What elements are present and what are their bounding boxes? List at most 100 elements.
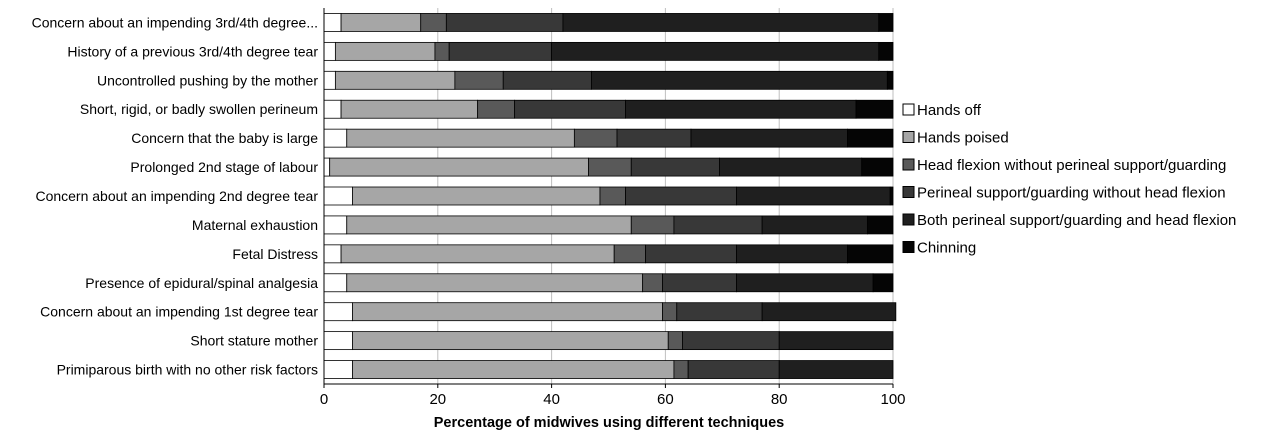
legend-label-both-perineal-support-guarding-and-head-flexion: Both perineal support/guarding and head …: [917, 212, 1236, 229]
legend-swatch-chinning: [902, 241, 915, 253]
bar-chinning-row-1: [878, 13, 894, 32]
category-label: Fetal Distress: [232, 246, 318, 262]
bar-chinning-row-7: [889, 186, 894, 206]
bar-both-perineal-support-guarding-and-head-flexion-row-5: [690, 128, 848, 148]
bar-head-flexion-without-perineal-support-guarding-row-8: [630, 215, 675, 235]
x-axis: 0 20 40 60 80 100: [320, 8, 906, 408]
bar-hands-poised-row-10: [346, 273, 644, 293]
bar-perineal-support-guarding-without-head-flexion-row-5: [616, 128, 692, 148]
bar-chinning-row-6: [861, 157, 894, 177]
category-label: Maternal exhaustion: [192, 217, 318, 233]
bar-hands-off-row-3: [323, 70, 336, 90]
legend-label-hands-poised: Hands poised: [917, 130, 1009, 147]
bar-hands-off-row-2: [323, 41, 336, 61]
bar-chinning-row-5: [847, 128, 894, 148]
bar-hands-poised-row-7: [352, 186, 601, 206]
legend-swatch-hands-poised: [902, 131, 915, 143]
bar-both-perineal-support-guarding-and-head-flexion-row-4: [625, 99, 857, 119]
legend-swatch-head-flexion-without-perineal-support-guarding: [902, 158, 915, 171]
bar-both-perineal-support-guarding-and-head-flexion-row-2: [551, 41, 880, 61]
bar-both-perineal-support-guarding-and-head-flexion-row-8: [761, 215, 868, 235]
legend: Hands off Hands poised Head flexion withou…: [902, 102, 1236, 257]
bar-perineal-support-guarding-without-head-flexion-row-3: [502, 70, 592, 90]
bar-hands-off-row-9: [323, 244, 342, 264]
bar-chinning-row-9: [847, 244, 894, 264]
bar-head-flexion-without-perineal-support-guarding-row-11: [662, 302, 678, 322]
category-label: History of a previous 3rd/4th degree tea…: [67, 43, 318, 59]
legend-label-head-flexion-without-perineal-support-guarding: Head flexion without perineal support/gu…: [917, 157, 1226, 174]
bar-both-perineal-support-guarding-and-head-flexion-row-10: [736, 273, 874, 293]
bar-perineal-support-guarding-without-head-flexion-row-6: [630, 157, 720, 177]
bar-head-flexion-without-perineal-support-guarding-row-2: [434, 41, 450, 61]
bar-perineal-support-guarding-without-head-flexion-row-2: [448, 41, 552, 61]
bar-both-perineal-support-guarding-and-head-flexion-row-1: [562, 13, 880, 32]
bar-hands-off-row-11: [323, 302, 353, 322]
bar-chinning-row-10: [872, 273, 894, 293]
bar-perineal-support-guarding-without-head-flexion-row-1: [445, 13, 564, 32]
bar-hands-off-row-6: [323, 157, 331, 177]
bar-chinning-row-8: [866, 215, 894, 235]
bar-hands-off-row-13: [323, 360, 353, 379]
category-label: Short stature mother: [190, 333, 318, 349]
category-label: Concern about an impending 2nd degree te…: [35, 188, 318, 204]
bar-hands-off-row-10: [323, 273, 348, 293]
category-label: Concern about an impending 1st degree te…: [40, 304, 318, 320]
bar-hands-off-row-8: [323, 215, 348, 235]
bar-perineal-support-guarding-without-head-flexion-row-7: [625, 186, 737, 206]
legend-swatch-both-perineal-support-guarding-and-head-flexion: [902, 213, 915, 226]
bar-hands-off-row-12: [323, 331, 353, 351]
bar-hands-off-row-7: [323, 186, 353, 206]
bar-perineal-support-guarding-without-head-flexion-row-11: [676, 302, 763, 322]
bar-hands-poised-row-6: [329, 157, 589, 177]
x-tick-label: 40: [543, 391, 560, 408]
bar-head-flexion-without-perineal-support-guarding-row-13: [673, 360, 689, 379]
bar-both-perineal-support-guarding-and-head-flexion-row-6: [719, 157, 863, 177]
bar-both-perineal-support-guarding-and-head-flexion-row-12: [778, 331, 894, 351]
bar-hands-poised-row-12: [352, 331, 669, 351]
bar-perineal-support-guarding-without-head-flexion-row-8: [673, 215, 763, 235]
category-label: Prolonged 2nd stage of labour: [130, 159, 318, 175]
bar-head-flexion-without-perineal-support-guarding-row-6: [588, 157, 632, 177]
bar-head-flexion-without-perineal-support-guarding-row-4: [477, 99, 516, 119]
category-label: Concern that the baby is large: [131, 130, 318, 146]
bar-both-perineal-support-guarding-and-head-flexion-row-13: [778, 360, 894, 379]
legend-swatch-perineal-support-guarding-without-head-flexion: [902, 186, 915, 198]
x-tick-label: 100: [880, 391, 905, 408]
x-tick-label: 80: [771, 391, 788, 408]
bar-head-flexion-without-perineal-support-guarding-row-9: [613, 244, 646, 264]
bar-head-flexion-without-perineal-support-guarding-row-5: [573, 128, 618, 148]
bar-both-perineal-support-guarding-and-head-flexion-row-11: [761, 302, 897, 322]
category-label: Primiparous birth with no other risk fac…: [57, 362, 318, 378]
bar-perineal-support-guarding-without-head-flexion-row-4: [514, 99, 626, 119]
bar-head-flexion-without-perineal-support-guarding-row-3: [454, 70, 504, 90]
bar-hands-poised-row-5: [346, 128, 575, 148]
bar-chinning-row-3: [886, 70, 894, 90]
bar-perineal-support-guarding-without-head-flexion-row-13: [687, 360, 780, 379]
category-labels: Concern about an impending 3rd/4th degre…: [32, 14, 319, 377]
bar-hands-poised-row-11: [352, 302, 663, 322]
bar-hands-poised-row-2: [334, 41, 436, 61]
legend-label-perineal-support-guarding-without-head-flexion: Perineal support/guarding without head f…: [917, 185, 1226, 202]
bar-hands-poised-row-13: [352, 360, 675, 379]
bar-perineal-support-guarding-without-head-flexion-row-9: [645, 244, 737, 264]
x-tick-label: 0: [320, 391, 328, 408]
bar-both-perineal-support-guarding-and-head-flexion-row-9: [736, 244, 848, 264]
x-tick-label: 20: [429, 391, 446, 408]
bar-head-flexion-without-perineal-support-guarding-row-7: [599, 186, 626, 206]
bar-hands-poised-row-1: [340, 13, 422, 32]
bar-perineal-support-guarding-without-head-flexion-row-12: [682, 331, 780, 351]
legend-label-chinning: Chinning: [917, 240, 976, 257]
category-label: Uncontrolled pushing by the mother: [97, 72, 318, 88]
bar-hands-poised-row-4: [340, 99, 479, 119]
bar-head-flexion-without-perineal-support-guarding-row-1: [420, 13, 447, 32]
category-label: Short, rigid, or badly swollen perineum: [80, 101, 318, 117]
bar-hands-off-row-1: [323, 13, 342, 32]
bars: [323, 13, 897, 379]
bar-perineal-support-guarding-without-head-flexion-row-10: [662, 273, 737, 293]
bar-both-perineal-support-guarding-and-head-flexion-row-7: [736, 186, 891, 206]
bar-head-flexion-without-perineal-support-guarding-row-10: [642, 273, 663, 293]
bar-chinning-row-2: [878, 41, 894, 61]
bar-hands-poised-row-8: [346, 215, 632, 235]
category-label: Concern about an impending 3rd/4th degre…: [32, 14, 318, 30]
